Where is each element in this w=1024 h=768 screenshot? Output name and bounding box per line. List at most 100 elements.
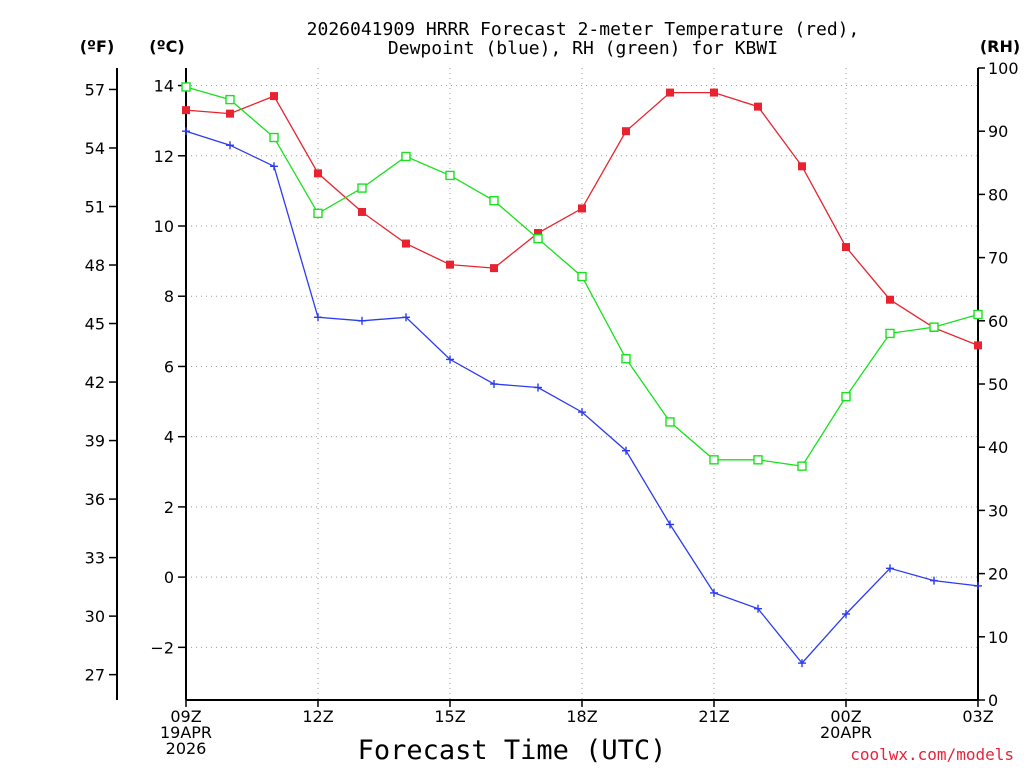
temperature-point <box>490 264 498 273</box>
temperature-point <box>358 207 366 216</box>
credit-link[interactable]: coolwx.com/models <box>850 745 1014 764</box>
x-tick-label: 20APR <box>820 723 872 742</box>
dewpoint-point <box>842 609 850 618</box>
rh-point <box>753 455 763 465</box>
data-series <box>181 82 983 668</box>
celsius-tick-label: 14 <box>154 77 174 96</box>
rh-point <box>313 208 323 219</box>
celsius-tick-label: 12 <box>154 147 174 166</box>
celsius-tick-label: 2 <box>164 498 174 517</box>
celsius-tick-label: 10 <box>154 217 174 236</box>
rh-point <box>797 461 807 471</box>
fahrenheit-tick-label: 33 <box>85 549 105 568</box>
temperature-point <box>886 295 894 304</box>
rh-point <box>665 417 675 427</box>
rh-point <box>489 196 499 206</box>
fahrenheit-unit-label: (ºF) <box>80 37 115 56</box>
dewpoint-point <box>446 355 454 364</box>
temperature-point <box>182 106 190 115</box>
rh-point <box>445 170 455 181</box>
dewpoint-point <box>578 408 586 417</box>
rh-point <box>841 391 851 402</box>
rh-tick-label: 70 <box>988 249 1008 268</box>
temperature-point <box>666 88 674 97</box>
temperature-point <box>314 169 322 178</box>
dewpoint-point <box>710 588 718 597</box>
rh-point <box>929 322 939 332</box>
chart-title-line2: Dewpoint (blue), RH (green) for KBWI <box>388 38 778 59</box>
celsius-unit-label: (ºC) <box>149 37 184 56</box>
temperature-point <box>534 229 542 238</box>
dewpoint-point <box>402 313 410 322</box>
x-tick-label: 03Z <box>962 707 993 726</box>
rh-tick-label: 30 <box>988 501 1008 520</box>
fahrenheit-tick-label: 36 <box>85 490 105 509</box>
rh-point <box>577 271 587 282</box>
fahrenheit-tick-label: 48 <box>85 256 105 275</box>
temperature-point <box>622 127 630 136</box>
rh-tick-label: 60 <box>988 312 1008 331</box>
rh-point <box>225 94 235 105</box>
dewpoint-point <box>270 162 278 171</box>
dewpoint-point <box>314 313 322 322</box>
dewpoint-point <box>930 576 938 585</box>
rh-point <box>973 309 983 320</box>
dewpoint-point <box>622 446 630 455</box>
rh-tick-label: 100 <box>988 59 1019 78</box>
rh-point <box>709 455 719 465</box>
dewpoint-point <box>754 604 762 613</box>
rh-point <box>181 82 191 92</box>
x-tick-label: 2026 <box>166 739 207 758</box>
fahrenheit-tick-label: 27 <box>85 666 105 685</box>
rh-unit-label: (RH) <box>980 37 1020 56</box>
dewpoint-point <box>974 581 982 590</box>
x-tick-label: 18Z <box>566 707 597 726</box>
dewpoint-point <box>666 520 674 529</box>
chart-title-line1: 2026041909 HRRR Forecast 2-meter Tempera… <box>307 19 860 40</box>
rh-point <box>269 132 279 143</box>
fahrenheit-tick-label: 57 <box>85 80 105 99</box>
celsius-tick-label: 4 <box>164 428 174 447</box>
temperature-point <box>270 92 278 101</box>
rh-tick-label: 50 <box>988 375 1008 394</box>
dewpoint-point <box>798 659 806 668</box>
dewpoint-point <box>886 564 894 573</box>
axis-ticks: −2 0 2 4 6 8 10 12 14 27 30 33 36 39 42 45 48 51 54 57 0 10 20… <box>85 59 1019 758</box>
fahrenheit-tick-label: 54 <box>85 139 105 158</box>
temperature-point <box>446 260 454 269</box>
rh-point <box>621 354 631 364</box>
fahrenheit-tick-label: 30 <box>85 607 105 626</box>
dewpoint-point <box>358 316 366 325</box>
rh-point <box>401 151 411 162</box>
temperature-point <box>842 243 850 252</box>
celsius-tick-label: −2 <box>150 638 174 657</box>
celsius-tick-label: 0 <box>164 568 174 587</box>
temperature-point <box>974 341 982 350</box>
dewpoint-point <box>490 380 498 388</box>
temperature-point <box>402 239 410 248</box>
celsius-tick-label: 6 <box>164 357 174 376</box>
temperature-point <box>798 162 806 171</box>
dewpoint-point <box>182 127 190 136</box>
x-axis-title: Forecast Time (UTC) <box>358 735 667 766</box>
rh-tick-label: 0 <box>988 691 998 710</box>
x-tick-label: 21Z <box>698 707 729 726</box>
dewpoint-point <box>534 383 542 392</box>
rh-tick-label: 90 <box>988 122 1008 141</box>
x-tick-label: 15Z <box>434 707 465 726</box>
rh-tick-label: 80 <box>988 185 1008 204</box>
temperature-point <box>578 204 586 213</box>
rh-point <box>533 233 543 244</box>
rh-point <box>885 328 895 339</box>
x-tick-label: 19APR <box>160 723 212 742</box>
temperature-point <box>754 102 762 111</box>
fahrenheit-tick-label: 39 <box>85 432 105 451</box>
temperature-point <box>226 109 234 118</box>
fahrenheit-tick-label: 51 <box>85 197 105 216</box>
gridlines <box>186 68 978 700</box>
fahrenheit-tick-label: 45 <box>85 315 105 334</box>
x-tick-label: 12Z <box>302 707 333 726</box>
dewpoint-point <box>226 141 234 150</box>
rh-tick-label: 20 <box>988 565 1008 584</box>
